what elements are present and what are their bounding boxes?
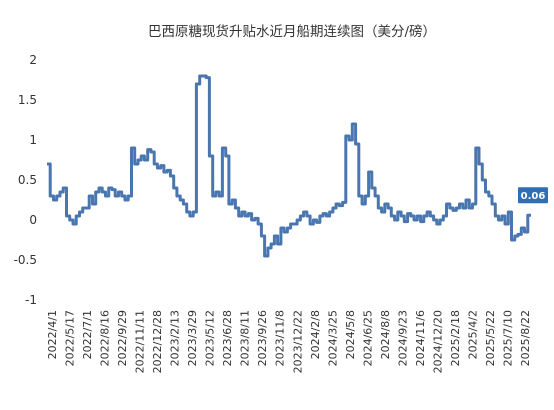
y-tick-label: 1.5 bbox=[18, 93, 37, 107]
series-line bbox=[47, 74, 531, 258]
y-tick-label: 1 bbox=[29, 133, 37, 147]
x-tick-label: 2025/2/18 bbox=[449, 310, 462, 366]
x-tick-label: 2024/2/8 bbox=[309, 310, 322, 359]
x-tick-label: 2024/3/25 bbox=[326, 310, 339, 366]
series-layer bbox=[47, 74, 531, 258]
x-tick-label: 2023/3/29 bbox=[186, 310, 199, 366]
y-tick-label: 0.5 bbox=[18, 173, 37, 187]
x-tick-label: 2024/6/25 bbox=[361, 310, 374, 366]
x-tick-label: 2024/12/20 bbox=[431, 310, 444, 373]
x-tick-label: 2023/12/22 bbox=[291, 310, 304, 373]
x-tick-label: 2022/5/17 bbox=[64, 310, 77, 366]
x-tick-label: 2025/5/22 bbox=[484, 310, 497, 366]
y-tick-label: -0.5 bbox=[14, 253, 37, 267]
last-value-badge-bg bbox=[518, 187, 548, 204]
y-tick-label: 0 bbox=[29, 213, 37, 227]
x-tick-label: 2023/11/8 bbox=[274, 310, 287, 366]
x-tick-label: 2023/8/11 bbox=[239, 310, 252, 366]
x-tick-label: 2022/12/28 bbox=[151, 310, 164, 373]
x-tick-label: 2024/8/8 bbox=[379, 310, 392, 359]
y-tick-label: 2 bbox=[29, 53, 37, 67]
x-tick-label: 2024/5/8 bbox=[344, 310, 357, 359]
x-tick-label: 2025/8/22 bbox=[519, 310, 532, 366]
x-tick-label: 2025/4/2 bbox=[466, 310, 479, 359]
x-axis: 2022/4/1 2022/5/17 2022/7/1 2022/8/16 2022/9… bbox=[46, 310, 532, 373]
last-value-label: 0.06 bbox=[521, 191, 546, 202]
y-tick-label: -1 bbox=[25, 293, 37, 307]
x-tick-label: 2023/9/26 bbox=[256, 310, 269, 366]
x-tick-label: 2022/8/16 bbox=[99, 310, 112, 366]
x-tick-label: 2024/9/23 bbox=[396, 310, 409, 366]
last-value-badge: 0.06 bbox=[518, 187, 548, 204]
x-tick-label: 2022/4/1 bbox=[46, 310, 59, 359]
x-tick-label: 2022/9/29 bbox=[116, 310, 129, 366]
x-tick-label: 2022/7/1 bbox=[81, 310, 94, 359]
x-tick-label: 2022/11/11 bbox=[134, 310, 147, 373]
y-axis: 2 1.5 1 0.5 0 -0.5 -1 bbox=[14, 53, 37, 307]
x-tick-label: 2023/2/13 bbox=[169, 310, 182, 366]
chart-title: 巴西原糖现货升贴水近月船期连续图（美分/磅） bbox=[148, 23, 436, 40]
x-tick-label: 2023/6/28 bbox=[221, 310, 234, 366]
x-tick-label: 2024/11/6 bbox=[414, 310, 427, 366]
x-tick-label: 2025/7/10 bbox=[501, 310, 514, 366]
x-tick-label: 2023/5/12 bbox=[204, 310, 217, 366]
